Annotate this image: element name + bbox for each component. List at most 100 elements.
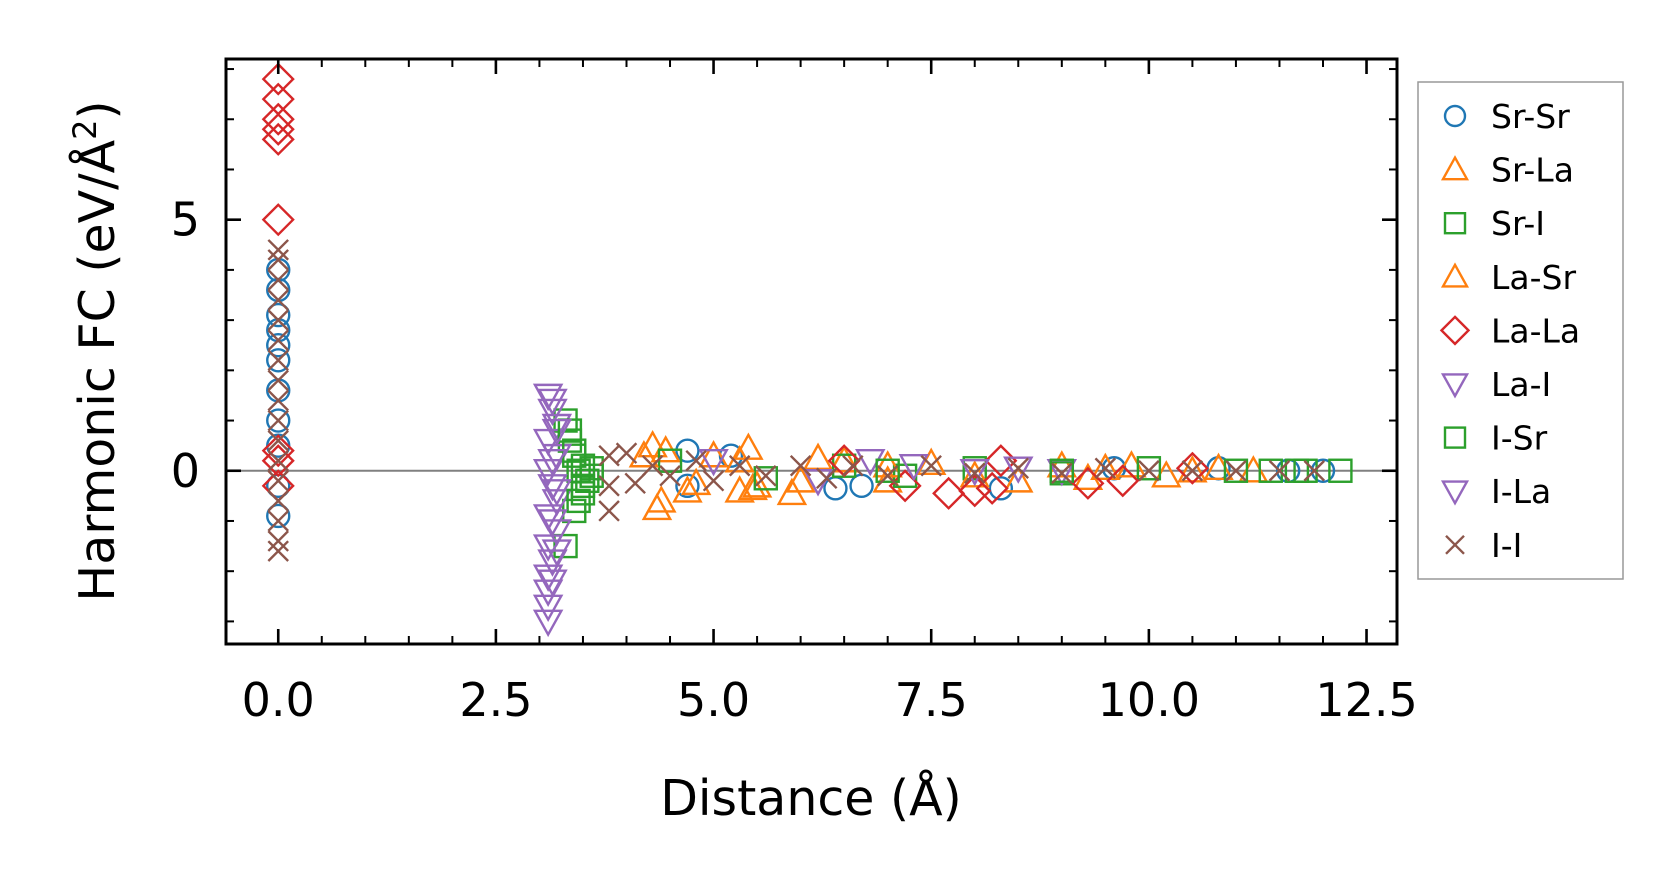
legend-items: Sr-Sr Sr-La Sr-I La-Sr La-La La-I I-Sr I-La I-I bbox=[1439, 97, 1580, 565]
data-point bbox=[1090, 452, 1121, 481]
data-point bbox=[532, 534, 564, 562]
data-point bbox=[267, 389, 289, 412]
data-point bbox=[266, 408, 291, 433]
data-point bbox=[537, 569, 568, 597]
data-point bbox=[266, 503, 291, 529]
data-point bbox=[641, 454, 664, 477]
data-point bbox=[261, 122, 295, 156]
x-axis-title: Distance (Å) bbox=[660, 768, 962, 827]
data-point bbox=[1293, 458, 1318, 483]
data-point bbox=[261, 434, 295, 468]
data-point bbox=[1046, 450, 1078, 478]
data-markers bbox=[261, 62, 1353, 638]
legend-label: Sr-La bbox=[1491, 151, 1574, 190]
legend-label: Sr-I bbox=[1491, 204, 1545, 243]
data-point bbox=[1225, 460, 1247, 482]
data-point bbox=[1328, 458, 1353, 483]
data-point bbox=[842, 454, 864, 477]
data-point bbox=[267, 449, 289, 472]
legend-marker bbox=[1443, 211, 1467, 235]
data-point bbox=[1003, 465, 1034, 493]
legend-marker bbox=[1445, 534, 1465, 555]
data-point bbox=[261, 203, 295, 237]
legend-marker bbox=[1440, 262, 1470, 288]
data-point bbox=[1181, 460, 1204, 482]
data-point bbox=[737, 472, 768, 501]
data-point bbox=[1138, 460, 1160, 482]
axis-ticks bbox=[226, 59, 1397, 644]
data-point bbox=[659, 465, 681, 487]
x-tick-labels: 0.0 2.5 5.0 7.5 10.0 12.5 bbox=[242, 673, 1418, 727]
legend-item: I-Sr bbox=[1443, 419, 1548, 458]
data-point bbox=[532, 504, 564, 532]
data-point bbox=[672, 475, 703, 503]
y-tick-labels: 05 bbox=[171, 193, 200, 498]
data-point bbox=[698, 448, 729, 477]
data-point bbox=[537, 388, 568, 417]
data-point bbox=[975, 471, 1009, 505]
series-I-La bbox=[537, 388, 990, 597]
data-point bbox=[962, 456, 987, 481]
data-point bbox=[741, 470, 773, 498]
data-point bbox=[261, 444, 295, 478]
data-point bbox=[267, 349, 289, 372]
legend-marker bbox=[1440, 480, 1470, 506]
x-tick-label: 12.5 bbox=[1315, 673, 1417, 727]
data-point bbox=[267, 269, 289, 291]
data-point bbox=[598, 475, 620, 497]
data-point bbox=[537, 448, 568, 477]
data-point bbox=[541, 489, 573, 517]
data-point bbox=[1136, 456, 1162, 481]
data-point bbox=[984, 444, 1018, 478]
data-point bbox=[755, 465, 777, 487]
legend-label: I-Sr bbox=[1491, 419, 1548, 458]
series-I-I bbox=[267, 239, 1326, 562]
data-point bbox=[267, 409, 289, 432]
data-point bbox=[1003, 456, 1034, 484]
x-tick-label: 7.5 bbox=[895, 673, 968, 727]
data-point bbox=[532, 594, 564, 623]
data-point bbox=[1049, 458, 1075, 483]
data-point bbox=[267, 429, 289, 452]
data-point bbox=[267, 530, 289, 552]
data-point bbox=[266, 333, 291, 358]
data-point bbox=[537, 509, 568, 537]
data-point bbox=[566, 488, 591, 514]
legend-item: Sr-I bbox=[1443, 204, 1545, 243]
y-axis-title: Harmonic FC (eV/Å2) bbox=[66, 100, 126, 601]
data-point bbox=[575, 468, 600, 494]
data-point bbox=[646, 485, 677, 513]
plot-frame bbox=[224, 57, 1399, 646]
legend-marker bbox=[1440, 155, 1470, 181]
legend: Sr-Sr Sr-La Sr-I La-Sr La-La La-I I-Sr I-La I-I bbox=[1417, 81, 1624, 580]
data-point bbox=[267, 490, 289, 512]
data-point bbox=[728, 454, 751, 477]
data-point bbox=[1303, 460, 1326, 482]
y-axis-title-main: Harmonic FC (eV/Å bbox=[67, 139, 126, 601]
data-point bbox=[702, 470, 725, 492]
data-point bbox=[963, 462, 986, 485]
data-point bbox=[267, 249, 289, 271]
data-point bbox=[570, 453, 596, 478]
y-tick-label: 0 bbox=[171, 444, 200, 498]
x-tick-label: 2.5 bbox=[459, 673, 532, 727]
x-tick-label: 5.0 bbox=[677, 673, 750, 727]
data-point bbox=[267, 329, 289, 351]
data-point bbox=[266, 348, 291, 373]
legend-marker bbox=[1439, 315, 1471, 346]
data-point bbox=[1258, 458, 1283, 483]
data-point bbox=[1071, 466, 1105, 500]
data-point bbox=[267, 289, 289, 311]
data-point bbox=[1310, 458, 1336, 483]
data-point bbox=[532, 609, 564, 638]
data-point bbox=[680, 467, 712, 496]
data-point bbox=[598, 444, 620, 467]
data-point bbox=[785, 465, 816, 493]
data-point bbox=[532, 383, 564, 412]
legend-marker bbox=[1440, 373, 1470, 399]
series-La-La bbox=[261, 62, 1209, 510]
data-point bbox=[266, 302, 291, 328]
data-point bbox=[1223, 458, 1249, 483]
legend-item: I-I bbox=[1445, 526, 1522, 565]
